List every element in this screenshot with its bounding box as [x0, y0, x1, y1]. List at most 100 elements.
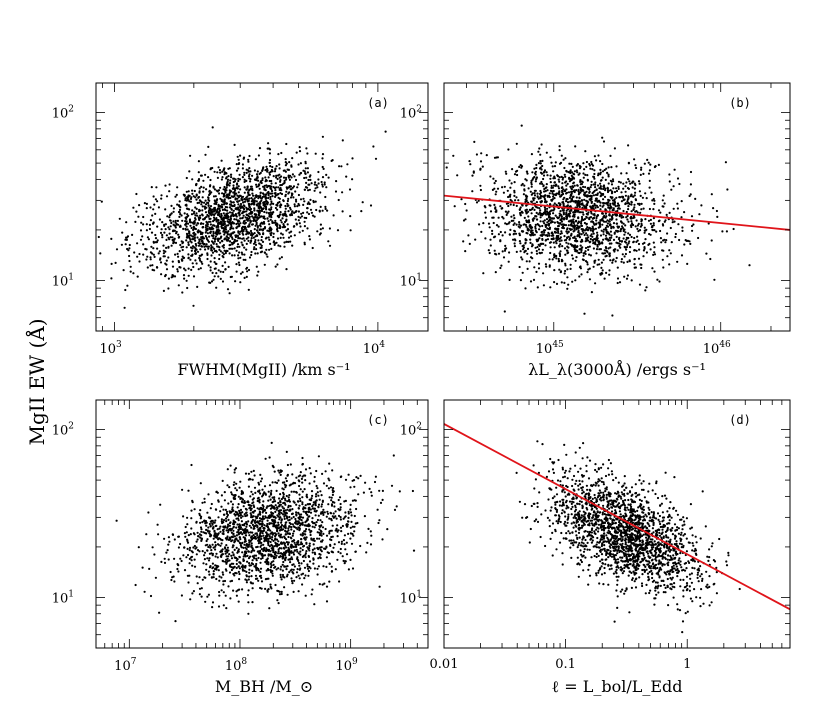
scatter-point: [585, 215, 588, 218]
scatter-point: [301, 548, 304, 552]
scatter-point: [301, 229, 304, 232]
scatter-point: [513, 194, 516, 197]
scatter-point: [295, 503, 298, 506]
scatter-point: [608, 220, 611, 223]
scatter-point: [292, 225, 295, 228]
scatter-point: [225, 224, 228, 227]
scatter-point: [580, 238, 584, 241]
scatter-point: [237, 519, 240, 522]
scatter-point: [652, 222, 655, 225]
scatter-point: [196, 285, 199, 288]
scatter-point: [222, 169, 225, 172]
scatter-point: [529, 208, 532, 212]
scatter-point: [553, 221, 557, 224]
scatter-point: [645, 197, 648, 200]
scatter-point: [504, 231, 507, 234]
scatter-point: [649, 248, 652, 251]
scatter-point: [198, 238, 201, 241]
scatter-point: [217, 189, 221, 192]
scatter-point: [549, 174, 552, 177]
scatter-point: [352, 534, 355, 537]
scatter-point: [284, 176, 288, 179]
scatter-point: [177, 233, 180, 236]
scatter-point: [581, 189, 584, 192]
scatter-point: [601, 212, 604, 215]
scatter-point: [277, 196, 280, 199]
scatter-point: [677, 223, 680, 226]
scatter-point: [171, 230, 175, 233]
scatter-point: [213, 240, 216, 243]
scatter-point: [561, 191, 564, 194]
scatter-point: [191, 253, 194, 256]
scatter-point: [276, 227, 279, 230]
scatter-point: [552, 189, 555, 193]
scatter-point: [287, 535, 290, 539]
scatter-point: [243, 197, 246, 201]
scatter-point: [293, 579, 296, 582]
scatter-point: [615, 256, 618, 260]
scatter-point: [267, 212, 270, 215]
scatter-point: [223, 173, 226, 176]
scatter-point: [593, 169, 596, 172]
scatter-point: [269, 211, 272, 214]
scatter-point: [248, 217, 251, 220]
scatter-point: [595, 216, 598, 220]
scatter-point: [312, 562, 315, 565]
scatter-point: [530, 200, 534, 203]
scatter-point: [269, 583, 272, 586]
scatter-point: [630, 279, 633, 282]
scatter-point: [221, 264, 224, 267]
scatter-point: [213, 207, 216, 210]
scatter-point: [149, 258, 152, 261]
scatter-point: [259, 202, 262, 205]
scatter-point: [274, 583, 277, 587]
scatter-point: [242, 221, 245, 225]
scatter-point: [249, 180, 252, 183]
scatter-point: [561, 223, 565, 226]
scatter-point: [519, 224, 523, 227]
scatter-point: [245, 266, 249, 269]
scatter-point: [206, 245, 209, 248]
scatter-point: [167, 543, 170, 546]
scatter-point: [624, 252, 628, 256]
scatter-point: [559, 210, 562, 213]
scatter-point: [231, 205, 234, 208]
scatter-point: [300, 538, 303, 541]
scatter-point: [574, 220, 578, 223]
scatter-point: [530, 251, 533, 254]
scatter-point: [224, 594, 227, 597]
scatter-point: [248, 571, 251, 574]
scatter-point: [232, 529, 235, 532]
scatter-point: [274, 265, 277, 268]
scatter-point: [378, 585, 381, 588]
scatter-point: [628, 250, 632, 254]
scatter-point: [329, 544, 332, 548]
scatter-point: [557, 192, 560, 195]
scatter-point: [289, 214, 292, 217]
scatter-point: [550, 209, 554, 212]
scatter-point: [160, 228, 163, 231]
scatter-point: [299, 198, 303, 201]
scatter-point: [591, 168, 594, 171]
scatter-point: [136, 242, 139, 245]
scatter-point: [228, 486, 231, 489]
scatter-point: [609, 218, 612, 221]
scatter-point: [563, 235, 566, 238]
scatter-point: [239, 230, 242, 233]
scatter-point: [607, 175, 610, 178]
scatter-point: [622, 261, 625, 264]
plot-frame-b: [443, 82, 791, 332]
scatter-point: [132, 206, 135, 209]
scatter-point: [181, 255, 184, 258]
fit-line-b: [444, 194, 790, 231]
scatter-point: [252, 469, 255, 472]
scatter-point: [724, 161, 728, 164]
scatter-point: [602, 187, 605, 191]
scatter-point: [539, 234, 542, 237]
scatter-point: [532, 278, 536, 281]
scatter-point: [230, 195, 233, 198]
scatter-point: [236, 225, 239, 228]
scatter-point: [207, 247, 210, 250]
scatter-point: [289, 235, 293, 238]
scatter-point: [574, 250, 577, 253]
